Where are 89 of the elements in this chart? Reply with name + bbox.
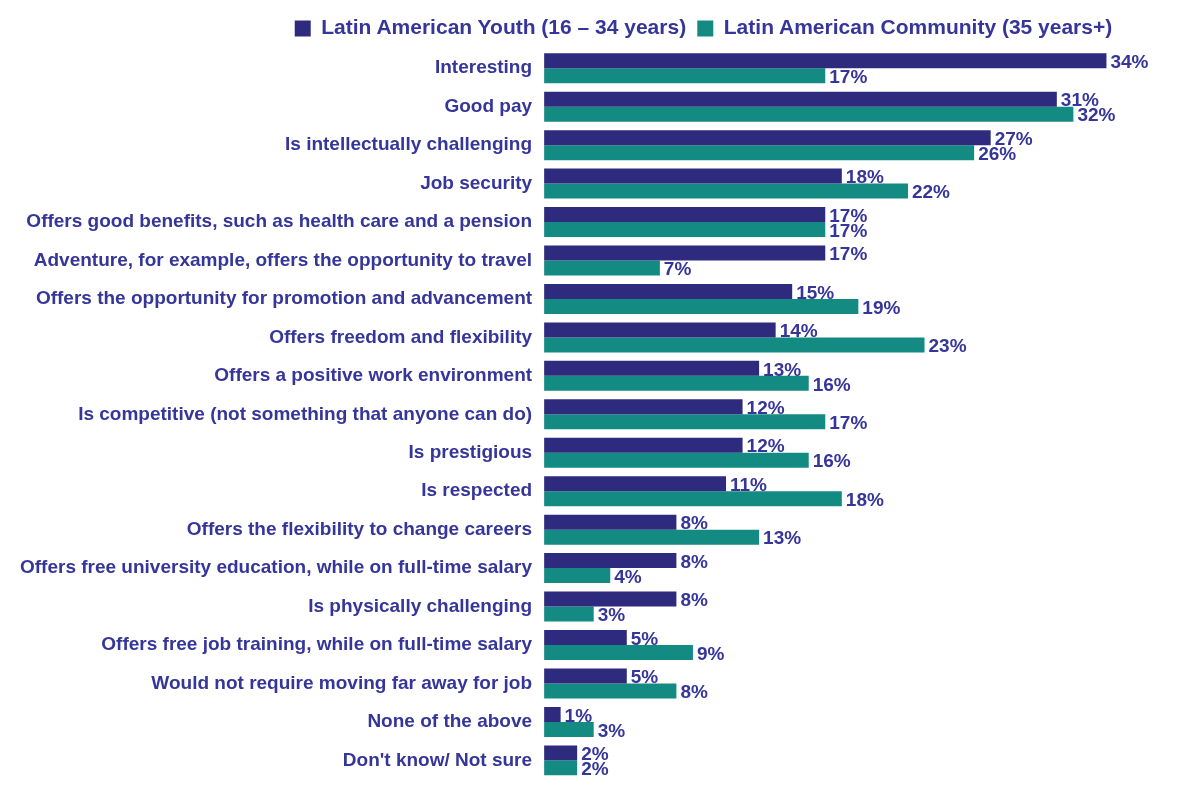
- bar: [544, 760, 578, 776]
- data-label: 17%: [829, 65, 868, 87]
- bar: [544, 322, 776, 338]
- bar: [544, 591, 677, 607]
- data-label: 8%: [680, 681, 708, 703]
- data-label: 7%: [663, 258, 692, 280]
- y-tick-label: Interesting: [434, 56, 533, 78]
- bar: [544, 106, 1074, 122]
- bar: [544, 476, 727, 492]
- bar: [544, 68, 826, 84]
- bar: [544, 645, 693, 661]
- bar: [544, 529, 760, 545]
- y-tick-label: Is respected: [421, 479, 533, 501]
- y-tick-label: Offers the flexibility to change careers: [186, 517, 533, 539]
- bar: [544, 491, 842, 507]
- data-label: 8%: [680, 512, 708, 534]
- y-tick-label: Offers free job training, while on full-time salary: [101, 633, 533, 655]
- bar: [544, 207, 826, 223]
- data-label: 11%: [730, 473, 768, 495]
- bar: [544, 298, 859, 314]
- bar: [544, 514, 677, 530]
- bar: [544, 630, 627, 646]
- bar: [544, 145, 975, 161]
- y-tick-label: Offers freedom and flexibility: [269, 325, 533, 347]
- bar: [544, 53, 1107, 69]
- bar: [544, 452, 809, 468]
- data-label: 23%: [928, 335, 967, 357]
- y-tick-label: Is prestigious: [408, 440, 533, 462]
- bar: [544, 283, 793, 299]
- data-label: 18%: [845, 166, 884, 188]
- bar: [544, 437, 743, 453]
- data-label: 12%: [746, 397, 785, 419]
- bar: [544, 745, 578, 761]
- legend-label: Latin American Youth (16 – 34 years): [321, 15, 687, 39]
- bar: [544, 414, 826, 430]
- bar: [544, 568, 611, 584]
- bar: [544, 706, 561, 722]
- y-tick-label: Is competitive (not something that anyone can do): [78, 402, 533, 424]
- bar: [544, 337, 925, 353]
- data-label: 16%: [812, 373, 851, 395]
- data-label: 8%: [680, 589, 708, 611]
- y-tick-label: Is physically challenging: [308, 594, 533, 616]
- data-label: 3%: [597, 604, 626, 626]
- bar: [544, 721, 594, 737]
- data-label: 4%: [614, 565, 642, 587]
- data-label: 13%: [763, 527, 802, 549]
- data-label: 12%: [746, 435, 785, 457]
- y-tick-label: Good pay: [444, 94, 533, 116]
- bar: [544, 222, 826, 238]
- bar: [544, 668, 627, 684]
- data-label: 8%: [680, 550, 708, 572]
- bar: [544, 606, 594, 622]
- bar: [544, 399, 743, 415]
- bar: [544, 260, 660, 276]
- bar: [544, 183, 908, 199]
- y-tick-label: Job security: [420, 171, 533, 193]
- data-label: 18%: [845, 488, 884, 510]
- data-label: 14%: [779, 320, 818, 342]
- y-tick-label: None of the above: [367, 710, 533, 732]
- y-tick-label: Would not require moving far away for job: [151, 671, 533, 693]
- data-label: 9%: [696, 642, 725, 664]
- bar: [544, 245, 826, 261]
- data-label: 17%: [829, 412, 868, 434]
- y-tick-label: Is intellectually challenging: [285, 133, 533, 155]
- data-label: 15%: [796, 281, 835, 303]
- data-label: 5%: [630, 666, 659, 688]
- bar: [544, 360, 760, 376]
- data-label: 3%: [597, 719, 626, 741]
- bar: [544, 683, 677, 699]
- bar: [544, 168, 842, 184]
- data-label: 22%: [911, 181, 951, 203]
- y-tick-label: Offers a positive work environment: [214, 364, 533, 386]
- legend-label: Latin American Community (35 years+): [723, 15, 1113, 39]
- data-label: 1%: [564, 704, 593, 726]
- bar: [544, 91, 1057, 107]
- data-label: 16%: [812, 450, 851, 472]
- bar: [544, 375, 809, 391]
- data-label: 17%: [829, 243, 868, 265]
- data-label: 13%: [763, 358, 802, 380]
- y-tick-label: Don't know/ Not sure: [342, 748, 533, 770]
- data-label: 19%: [862, 296, 901, 318]
- y-tick-label: Offers good benefits, such as health care and a pension: [26, 210, 533, 232]
- y-tick-label: Adventure, for example, offers the opportunity to travel: [33, 248, 533, 270]
- data-label: 34%: [1110, 50, 1149, 72]
- y-tick-label: Offers the opportunity for promotion and advancement: [35, 287, 533, 309]
- data-label: 5%: [630, 627, 659, 649]
- y-tick-label: Offers free university education, while on full-time salary: [19, 556, 533, 578]
- bar: [544, 553, 677, 569]
- bar: [544, 130, 991, 146]
